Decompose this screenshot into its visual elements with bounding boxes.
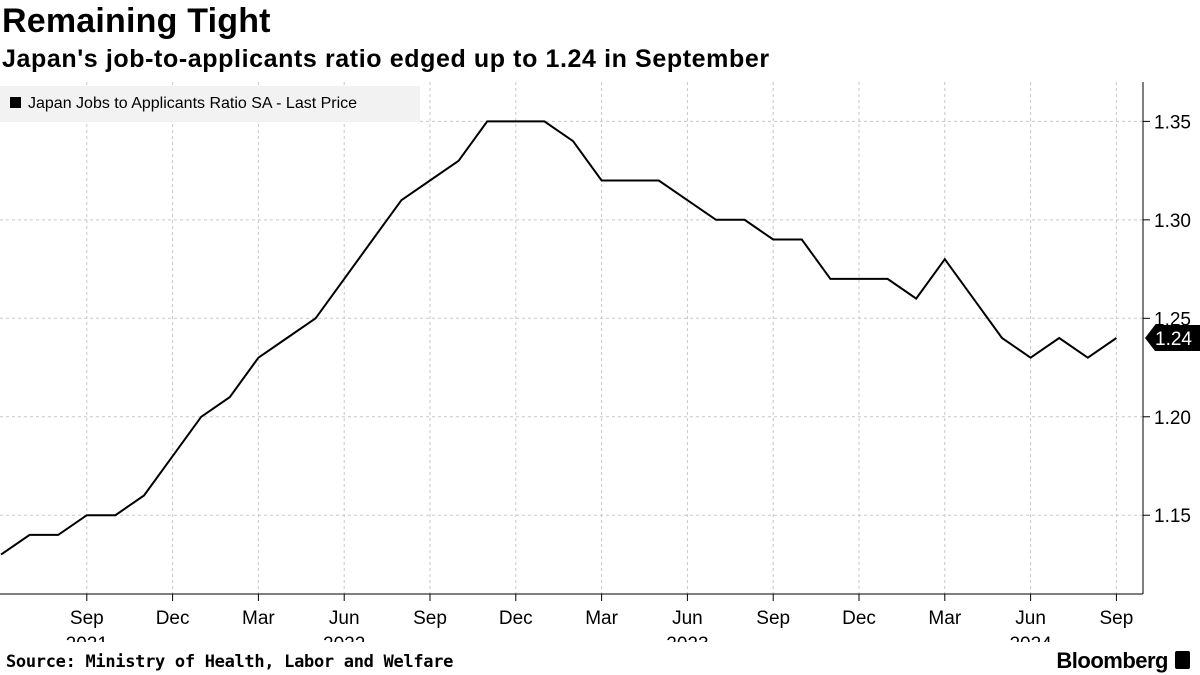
y-tick-label: 1.15 <box>1154 506 1191 527</box>
x-tick-month: Dec <box>499 608 533 629</box>
x-tick-month: Sep <box>70 608 104 629</box>
bloomberg-terminal-icon <box>1175 651 1190 669</box>
legend-swatch <box>10 97 21 108</box>
x-tick-month: Mar <box>242 608 275 629</box>
x-tick-month: Sep <box>1099 608 1133 629</box>
x-tick-month: Sep <box>756 608 790 629</box>
x-tick-year: 2024 <box>1009 634 1052 642</box>
legend-background <box>0 86 420 122</box>
x-tick-month: Sep <box>413 608 447 629</box>
legend: Japan Jobs to Applicants Ratio SA - Last… <box>0 86 420 122</box>
source-note: Source: Ministry of Health, Labor and We… <box>6 652 454 672</box>
x-tick-year: 2023 <box>666 634 708 642</box>
legend-label: Japan Jobs to Applicants Ratio SA - Last… <box>28 95 357 112</box>
x-tick-month: Mar <box>585 608 618 629</box>
y-tick-label: 1.30 <box>1154 211 1191 232</box>
chart-title: Remaining Tight <box>2 2 271 40</box>
axis-layer: 1.151.201.251.301.35Sep2021DecMarJun2022… <box>0 82 1200 642</box>
last-value-flag <box>1145 325 1200 351</box>
x-tick-month: Jun <box>672 608 703 629</box>
x-tick-year: 2021 <box>66 634 108 642</box>
y-tick-label: 1.20 <box>1154 408 1191 429</box>
x-tick-month: Jun <box>1015 608 1046 629</box>
x-tick-month: Dec <box>842 608 876 629</box>
x-tick-year: 2022 <box>323 634 365 642</box>
series-layer <box>0 120 1117 556</box>
chart-subtitle: Japan's job-to-applicants ratio edged up… <box>2 45 770 73</box>
x-tick-month: Dec <box>156 608 190 629</box>
grid-layer <box>0 82 1143 594</box>
x-tick-month: Jun <box>329 608 360 629</box>
brand-logo: Bloomberg <box>1056 648 1168 673</box>
x-tick-month: Mar <box>928 608 961 629</box>
series-line <box>0 120 1117 556</box>
line-chart: 1.151.201.251.301.35Sep2021DecMarJun2022… <box>0 82 1200 642</box>
last-value-label: 1.24 <box>1155 329 1192 350</box>
y-tick-label: 1.35 <box>1154 112 1191 133</box>
